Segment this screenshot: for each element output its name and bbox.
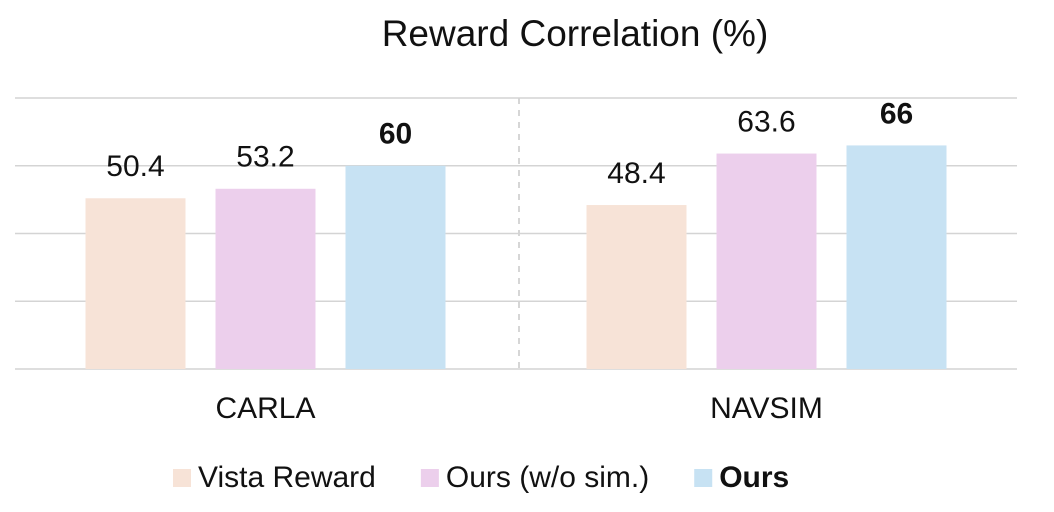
bar bbox=[85, 198, 186, 369]
bar bbox=[846, 145, 947, 369]
legend-label: Ours (w/o sim.) bbox=[446, 461, 649, 494]
bar bbox=[215, 188, 316, 369]
data-label: 63.6 bbox=[737, 105, 795, 138]
data-label: 48.4 bbox=[607, 157, 665, 190]
bar bbox=[716, 153, 817, 369]
data-label: 60 bbox=[379, 118, 412, 151]
x-tick-label: CARLA bbox=[215, 392, 315, 425]
chart-title: Reward Correlation (%) bbox=[382, 13, 769, 54]
legend-swatch bbox=[420, 469, 439, 487]
data-label: 66 bbox=[880, 97, 913, 130]
data-label: 50.4 bbox=[106, 150, 164, 183]
legend-label: Vista Reward bbox=[198, 461, 376, 494]
legend-swatch bbox=[694, 469, 713, 487]
x-tick-label: NAVSIM bbox=[710, 392, 823, 425]
bar bbox=[345, 165, 446, 369]
data-label: 53.2 bbox=[236, 141, 294, 174]
bar bbox=[586, 205, 687, 369]
legend-swatch bbox=[173, 469, 191, 487]
legend-label: Ours bbox=[719, 461, 789, 494]
